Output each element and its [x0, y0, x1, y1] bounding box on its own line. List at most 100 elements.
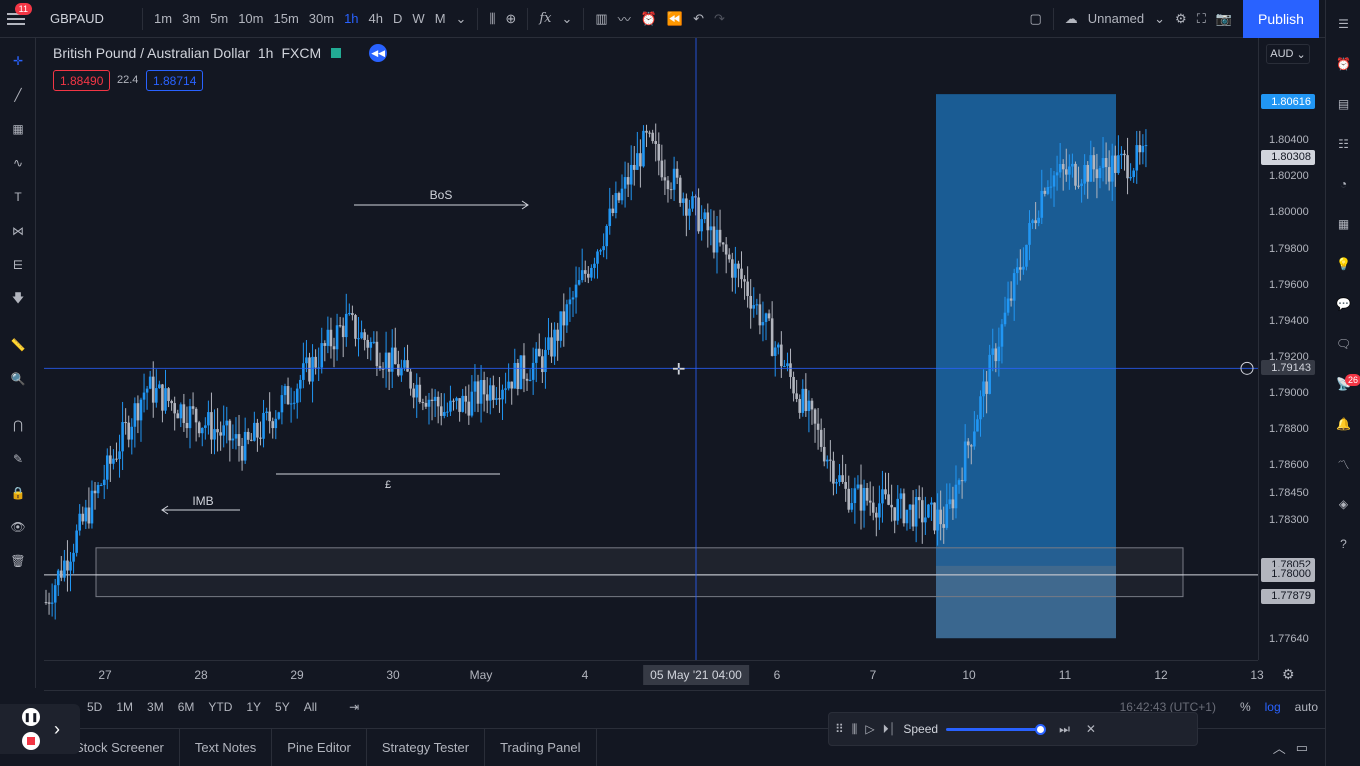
drag-handle-icon[interactable]: ⠿ — [835, 722, 844, 736]
interval-30m[interactable]: 30m — [308, 11, 335, 26]
range-6m[interactable]: 6M — [177, 699, 195, 714]
redo-icon[interactable]: ↷ — [713, 10, 725, 26]
trend-icon[interactable]: 〽 — [1337, 457, 1350, 472]
main-menu-button[interactable]: 11 — [0, 0, 32, 38]
settings-icon[interactable]: ⚙ — [1175, 10, 1187, 26]
interval-dropdown[interactable]: ⌄ — [455, 10, 467, 26]
buy-price-box[interactable]: 1.88714 — [146, 70, 204, 91]
interval-4h[interactable]: 4h — [368, 11, 384, 26]
interval-10m[interactable]: 10m — [238, 11, 264, 26]
layout-name[interactable]: Unnamed — [1087, 11, 1145, 26]
lock-icon[interactable]: 🔒 — [10, 486, 26, 500]
replay-mode-icon[interactable]: ◀◀ — [369, 44, 388, 62]
range-all[interactable]: All — [303, 699, 318, 714]
chat-icon[interactable]: 💬 — [1336, 297, 1351, 311]
symbol-search[interactable]: GBPAUD — [50, 11, 104, 26]
log-toggle[interactable]: log — [1264, 699, 1281, 714]
layers-icon[interactable]: ◈ — [1338, 497, 1349, 511]
range-5y[interactable]: 5Y — [275, 699, 290, 714]
jump-to-realtime-icon[interactable]: ⏭ — [1059, 721, 1070, 736]
interval-1m[interactable]: 1m — [154, 11, 173, 26]
collapse-icon[interactable]: ︿ — [1272, 741, 1286, 756]
price-axis[interactable]: 1.80400 1.80200 1.80000 1.79800 1.79600 1.794… — [1258, 38, 1325, 660]
maximize-icon[interactable]: ▭ — [1295, 739, 1308, 755]
layout-icon[interactable]: ▢ — [1029, 10, 1042, 26]
tab-strategy-tester[interactable]: Strategy Tester — [367, 728, 486, 766]
auto-toggle[interactable]: auto — [1294, 699, 1318, 714]
range-ytd[interactable]: YTD — [208, 699, 233, 714]
interval-1h[interactable]: 1h — [344, 11, 359, 26]
indicators-dropdown[interactable]: ⌄ — [561, 10, 573, 26]
interval-3m[interactable]: 3m — [182, 11, 201, 26]
speed-knob[interactable] — [1035, 723, 1047, 735]
percent-toggle[interactable]: % — [1239, 699, 1251, 714]
add-compare-icon[interactable]: ⊕ — [505, 10, 517, 26]
interval-15m[interactable]: 15m — [273, 11, 299, 26]
stop-icon[interactable] — [22, 732, 40, 750]
range-box[interactable] — [95, 547, 1184, 576]
ideas-icon[interactable]: 💡 — [1336, 257, 1351, 271]
range-box[interactable] — [95, 574, 1184, 598]
crosshair-icon[interactable]: ✛ — [12, 54, 24, 68]
interval-D[interactable]: D — [393, 11, 403, 26]
fib-icon[interactable]: ▦ — [12, 122, 24, 136]
stay-drawing-icon[interactable]: ✎ — [12, 452, 24, 466]
calendar-icon[interactable]: ▦ — [1337, 217, 1350, 231]
range-1y[interactable]: 1Y — [246, 699, 262, 714]
candles-icon[interactable]: ⫼ — [489, 10, 496, 26]
goto-date-icon[interactable]: ⇥ — [349, 699, 360, 714]
expand-chevron-icon[interactable]: › — [54, 718, 60, 739]
help-icon[interactable]: ? — [1340, 537, 1347, 551]
publish-button[interactable]: Publish — [1243, 0, 1319, 38]
interval-5m[interactable]: 5m — [210, 11, 229, 26]
range-3m[interactable]: 3M — [147, 699, 164, 714]
compare-icon[interactable]: 〰 — [617, 12, 631, 27]
hotlist-icon[interactable]: ◔ — [1339, 177, 1348, 191]
tab-trading-panel[interactable]: Trading Panel — [485, 728, 597, 766]
camera-icon[interactable]: 📷 — [1215, 10, 1232, 26]
magnet-icon[interactable]: ⋂ — [13, 418, 23, 432]
watchlist-icon[interactable]: ☰ — [1338, 17, 1349, 31]
alert-icon[interactable]: ⏰ — [640, 10, 657, 26]
flag-icon[interactable] — [331, 48, 342, 58]
zoom-icon[interactable]: 🔍 — [10, 372, 26, 386]
tab-text-notes[interactable]: Text Notes — [180, 728, 273, 766]
interval-M[interactable]: M — [434, 11, 446, 26]
timezone-clock[interactable]: 16:42:43 (UTC+1) — [1119, 699, 1216, 714]
fullscreen-icon[interactable]: ⛶ — [1196, 10, 1206, 26]
step-forward-icon[interactable]: ⏵⏐ — [882, 721, 896, 736]
add-level-icon[interactable] — [1240, 361, 1254, 375]
interval-W[interactable]: W — [412, 11, 425, 26]
layout-dropdown[interactable]: ⌄ — [1154, 10, 1166, 26]
messages-icon[interactable]: 🗨 — [1335, 337, 1352, 351]
text-icon[interactable]: T — [14, 190, 22, 204]
tab-stock-screener[interactable]: Stock Screener — [60, 728, 180, 766]
settings-icon[interactable]: ⚙ — [1282, 666, 1295, 682]
undo-icon[interactable]: ↶ — [693, 10, 704, 26]
news-icon[interactable]: ▤ — [1337, 97, 1350, 111]
alarm-icon[interactable]: ⏰ — [1336, 57, 1351, 71]
time-axis[interactable]: 27 28 29 30 May 4 6 7 10 11 12 13 05 May '21 04:00 — [44, 660, 1264, 688]
speed-slider[interactable] — [946, 723, 1047, 735]
range-5d[interactable]: 5D — [87, 699, 103, 714]
currency-button[interactable]: AUD ⌄ — [1266, 44, 1310, 64]
streams-icon[interactable]: 📡 26 — [1326, 364, 1360, 404]
forecast-icon[interactable]: ⋿ — [12, 258, 24, 272]
price-chart[interactable]: ✛ BoS £ IMB — [44, 38, 1258, 660]
arrow-down-icon[interactable]: 🡇 — [11, 290, 25, 305]
ruler-icon[interactable]: 📏 — [10, 338, 26, 352]
replay-icon[interactable]: ⏪ — [666, 10, 684, 26]
select-bar-icon[interactable]: ⫼ — [851, 721, 858, 736]
tab-pine-editor[interactable]: Pine Editor — [272, 728, 367, 766]
sell-price-box[interactable]: 1.88490 — [53, 70, 111, 91]
trash-icon[interactable]: 🗑 — [10, 554, 26, 568]
templates-icon[interactable]: ▥ — [595, 10, 608, 26]
trendline-icon[interactable]: ╱ — [14, 88, 22, 102]
pattern-icon[interactable]: ⋈ — [12, 224, 24, 238]
range-1m[interactable]: 1M — [116, 699, 134, 714]
play-icon[interactable]: ▷ — [865, 722, 875, 736]
data-window-icon[interactable]: ☷ — [1338, 137, 1349, 151]
pause-icon[interactable]: ❚❚ — [22, 708, 40, 726]
indicators-icon[interactable]: fx — [539, 11, 552, 26]
notifications-icon[interactable]: 🔔 — [1336, 417, 1351, 431]
